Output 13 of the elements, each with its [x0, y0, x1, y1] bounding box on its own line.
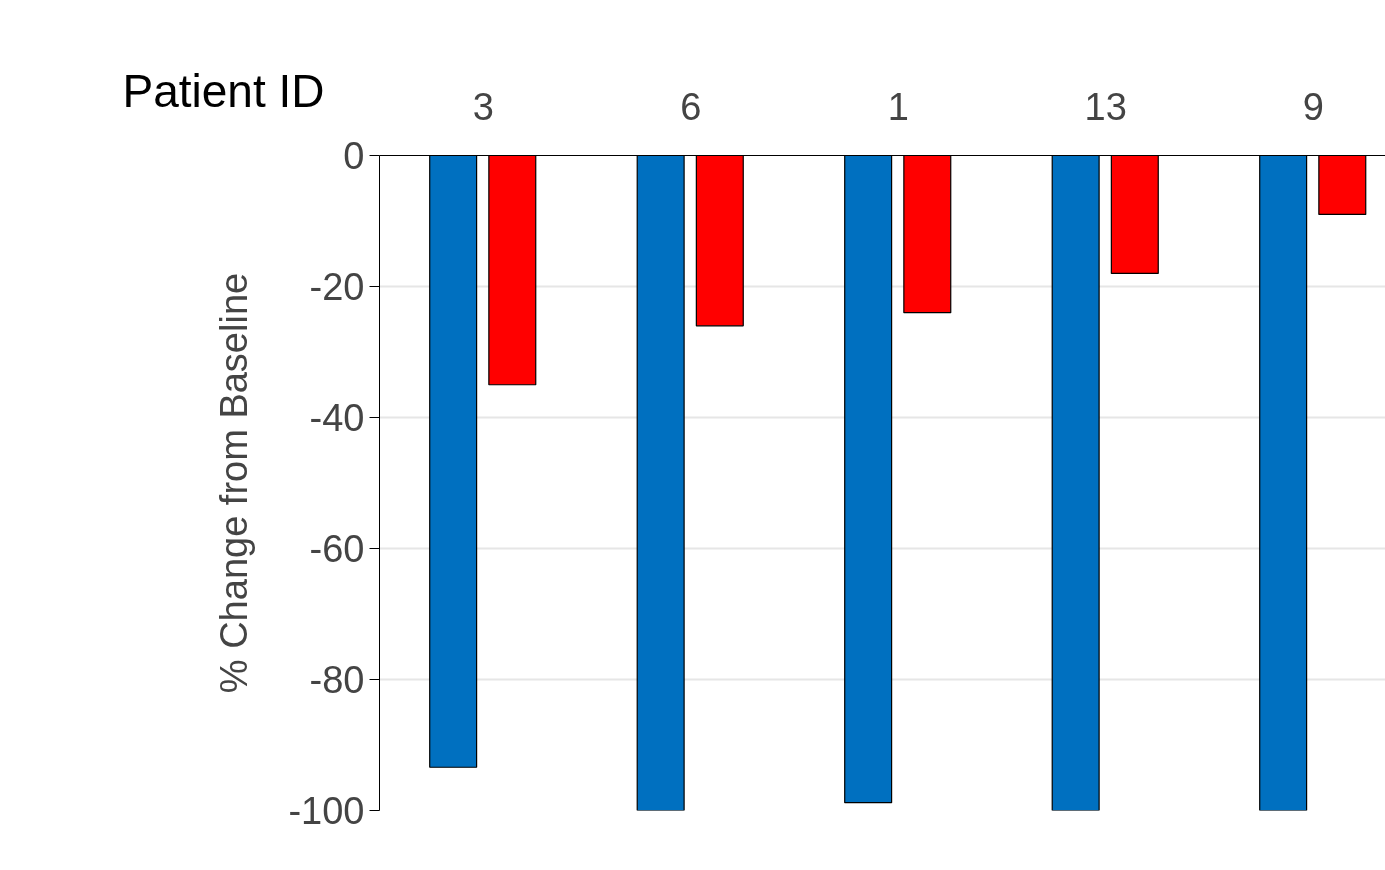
y-tick-label: -100 [288, 790, 365, 832]
y-tick-label: -40 [309, 397, 365, 439]
x-tick-label: 1 [887, 85, 909, 128]
x-axis-title: Patient ID [122, 65, 325, 117]
y-tick-label: 0 [343, 135, 365, 177]
x-tick-label: 6 [680, 85, 702, 128]
y-tick-label: -20 [309, 266, 365, 308]
x-tick-label: 9 [1302, 85, 1324, 128]
x-tick-label: 13 [1084, 85, 1127, 128]
y-tick-label: -60 [309, 528, 365, 570]
y-tick-label: -80 [309, 659, 365, 701]
x-tick-label: 3 [472, 85, 494, 128]
y-axis-title: % Change from Baseline [213, 272, 256, 694]
